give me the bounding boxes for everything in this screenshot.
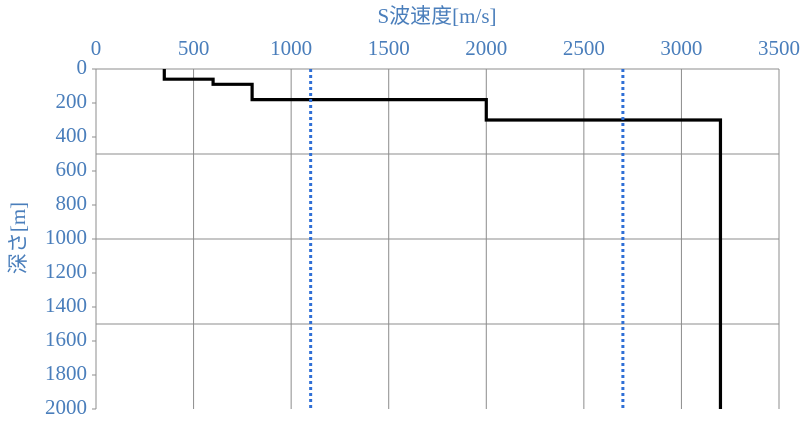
y-tick-label: 800 xyxy=(56,191,88,215)
x-tick-label: 3500 xyxy=(758,36,800,60)
y-tick-label: 1400 xyxy=(45,293,87,317)
data-line xyxy=(162,69,723,409)
y-tick-label: 1600 xyxy=(45,327,87,351)
y-tick-label: 0 xyxy=(77,55,88,79)
x-tick-label: 3000 xyxy=(660,36,702,60)
x-tick-label: 1000 xyxy=(270,36,312,60)
x-tick-label: 2500 xyxy=(563,36,605,60)
chart-title: S波速度[m/s] xyxy=(377,4,496,28)
y-tick-label: 2000 xyxy=(45,395,87,419)
x-tick-label: 1500 xyxy=(368,36,410,60)
y-tick-label: 1000 xyxy=(45,225,87,249)
y-tick-label: 1800 xyxy=(45,361,87,385)
y-tick-label: 400 xyxy=(56,123,88,147)
y-tick-label: 200 xyxy=(56,89,88,113)
y-tick-label: 1200 xyxy=(45,259,87,283)
x-tick-label: 2000 xyxy=(465,36,507,60)
x-tick-label: 500 xyxy=(178,36,210,60)
y-axis-label: 深さ[m] xyxy=(6,202,30,274)
x-tick-label: 0 xyxy=(91,36,102,60)
y-tick-label: 600 xyxy=(56,157,88,181)
